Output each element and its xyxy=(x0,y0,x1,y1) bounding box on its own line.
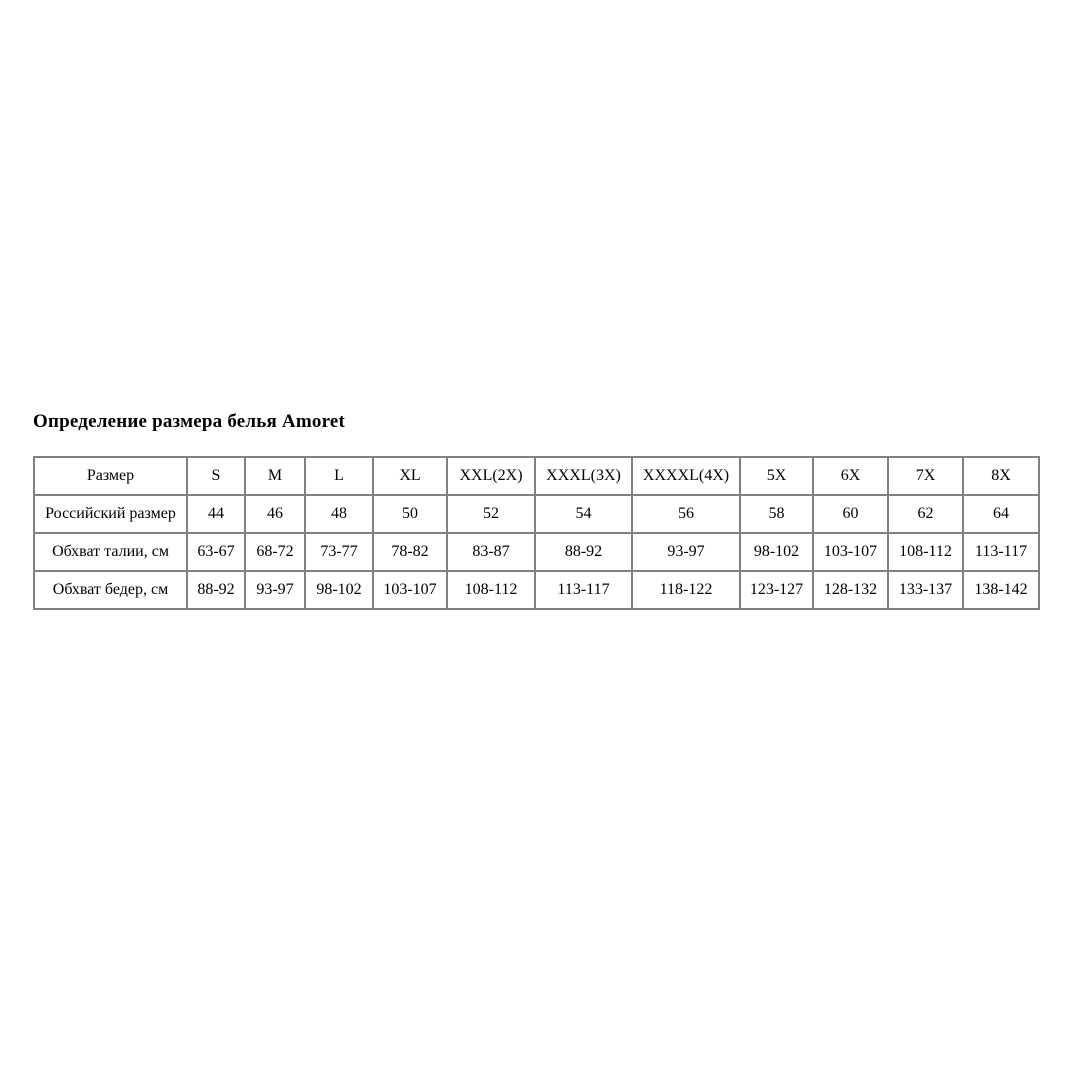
table-cell: 113-117 xyxy=(962,532,1040,572)
table-cell: 46 xyxy=(244,494,306,534)
table-cell: 103-107 xyxy=(812,532,889,572)
table-cell: 5X xyxy=(739,456,814,496)
table-cell: 93-97 xyxy=(244,570,306,610)
row-header: Обхват бедер, см xyxy=(33,570,188,610)
table-cell: 60 xyxy=(812,494,889,534)
table-cell: 56 xyxy=(631,494,741,534)
table-cell: 7X xyxy=(887,456,964,496)
table-cell: XXXL(3X) xyxy=(534,456,633,496)
table-cell: XXXXL(4X) xyxy=(631,456,741,496)
table-cell: XXL(2X) xyxy=(446,456,536,496)
size-table: Размер S M L XL XXL(2X) XXXL(3X) XXXXL(4X) 5X 6X 7… xyxy=(33,456,1040,610)
table-row: Российский размер 44 46 48 50 52 54 56 58 60 62 64 xyxy=(33,494,1040,534)
table-cell: 6X xyxy=(812,456,889,496)
table-cell: 63-67 xyxy=(186,532,246,572)
table-cell: 73-77 xyxy=(304,532,374,572)
table-cell: 113-117 xyxy=(534,570,633,610)
table-cell: XL xyxy=(372,456,448,496)
table-cell: 44 xyxy=(186,494,246,534)
table-cell: 83-87 xyxy=(446,532,536,572)
table-cell: 54 xyxy=(534,494,633,534)
table-cell: 98-102 xyxy=(739,532,814,572)
table-cell: 93-97 xyxy=(631,532,741,572)
table-cell: 52 xyxy=(446,494,536,534)
table-cell: 50 xyxy=(372,494,448,534)
table-cell: 8X xyxy=(962,456,1040,496)
table-row: Обхват талии, см 63-67 68-72 73-77 78-82 83-8… xyxy=(33,532,1040,572)
size-chart-section: Определение размера белья Amoret Размер S… xyxy=(33,410,1040,610)
table-row: Обхват бедер, см 88-92 93-97 98-102 103-107 1… xyxy=(33,570,1040,610)
page-title: Определение размера белья Amoret xyxy=(33,411,346,432)
table-cell: 62 xyxy=(887,494,964,534)
table-cell: 108-112 xyxy=(446,570,536,610)
table-cell: 88-92 xyxy=(186,570,246,610)
table-cell: 68-72 xyxy=(244,532,306,572)
table-cell: 108-112 xyxy=(887,532,964,572)
table-cell: S xyxy=(186,456,246,496)
table-cell: 118-122 xyxy=(631,570,741,610)
table-cell: 103-107 xyxy=(372,570,448,610)
table-cell: 64 xyxy=(962,494,1040,534)
table-cell: 138-142 xyxy=(962,570,1040,610)
table-row: Размер S M L XL XXL(2X) XXXL(3X) XXXXL(4X) 5X 6X 7… xyxy=(33,456,1040,496)
row-header: Российский размер xyxy=(33,494,188,534)
table-cell: 58 xyxy=(739,494,814,534)
table-cell: 133-137 xyxy=(887,570,964,610)
table-cell: 98-102 xyxy=(304,570,374,610)
table-cell: 128-132 xyxy=(812,570,889,610)
table-cell: L xyxy=(304,456,374,496)
row-header: Обхват талии, см xyxy=(33,532,188,572)
table-cell: M xyxy=(244,456,306,496)
row-header: Размер xyxy=(33,456,188,496)
table-cell: 48 xyxy=(304,494,374,534)
table-cell: 88-92 xyxy=(534,532,633,572)
table-cell: 78-82 xyxy=(372,532,448,572)
size-table-body: Размер S M L XL XXL(2X) XXXL(3X) XXXXL(4X) 5X 6X 7… xyxy=(33,456,1040,610)
table-cell: 123-127 xyxy=(739,570,814,610)
